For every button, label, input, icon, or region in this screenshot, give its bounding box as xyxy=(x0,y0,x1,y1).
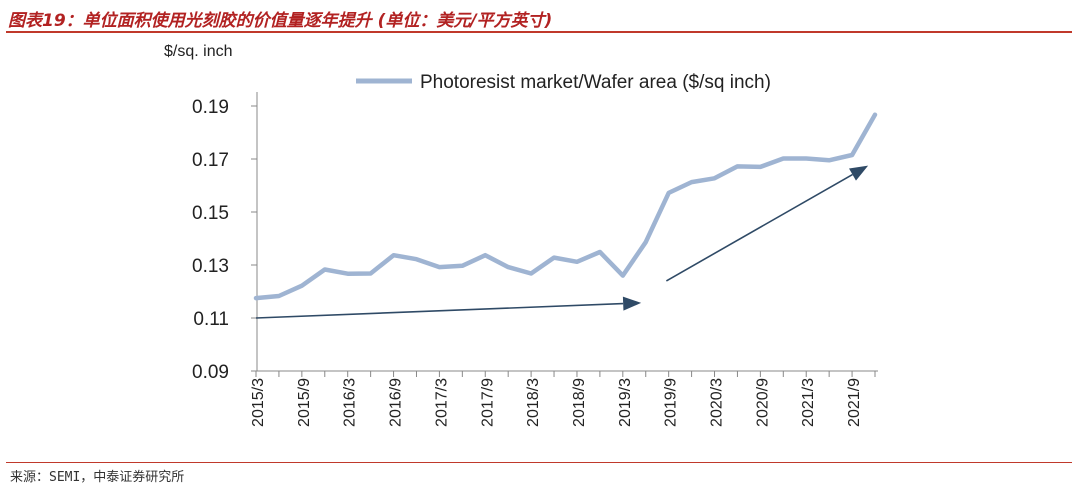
x-tick-label: 2021/9 xyxy=(846,378,863,427)
series-group xyxy=(253,112,878,301)
legend-label: Photoresist market/Wafer area ($/sq inch… xyxy=(420,72,771,93)
title-divider xyxy=(6,31,1072,33)
y-tick-label: 0.09 xyxy=(192,362,229,383)
y-tick-label: 0.15 xyxy=(192,203,229,224)
trend-arrow-head xyxy=(849,165,869,181)
x-tick-label: 2020/3 xyxy=(709,378,726,427)
x-tick-label: 2021/3 xyxy=(800,378,817,427)
x-tick-label: 2018/9 xyxy=(571,378,588,427)
figure-title: 图表19：单位面积使用光刻胶的价值量逐年提升 (单位：美元/平方英寸) xyxy=(8,11,553,31)
axes xyxy=(256,92,878,372)
y-tick-label: 0.17 xyxy=(192,150,229,171)
source-note: 来源：SEMI，中泰证券研究所 xyxy=(10,470,185,485)
x-tick-label: 2017/3 xyxy=(433,378,450,427)
trend-arrows xyxy=(255,165,869,319)
footer-divider xyxy=(6,462,1072,463)
legend: Photoresist market/Wafer area ($/sq inch… xyxy=(356,72,771,93)
x-tick-label: 2019/3 xyxy=(617,378,634,427)
x-tick-label: 2020/9 xyxy=(754,378,771,427)
y-tick-label: 0.19 xyxy=(192,97,229,118)
x-tick-label: 2018/3 xyxy=(525,378,542,427)
x-tick-label: 2016/3 xyxy=(342,378,359,427)
x-tick-label: 2016/9 xyxy=(388,378,405,427)
x-tick-label: 2015/3 xyxy=(250,378,267,427)
x-tick-label: 2017/9 xyxy=(479,378,496,427)
y-tick-label: 0.11 xyxy=(193,309,229,330)
y-axis-label: $/sq. inch xyxy=(164,43,232,60)
x-tick-label: 2019/9 xyxy=(663,378,680,427)
trend-arrow-line xyxy=(665,173,853,282)
x-tick-label: 2015/9 xyxy=(296,378,313,427)
trend-arrow-line xyxy=(255,302,624,319)
y-axis-ticks: 0.09 0.11 0.13 0.15 0.17 0.19 xyxy=(192,97,257,383)
series-line xyxy=(253,112,878,301)
x-axis-ticks: 2015/3 2015/9 2016/3 2016/9 2017/3 2017/9 2018… xyxy=(250,371,876,427)
trend-arrow-head xyxy=(622,296,642,311)
y-tick-label: 0.13 xyxy=(192,256,229,277)
